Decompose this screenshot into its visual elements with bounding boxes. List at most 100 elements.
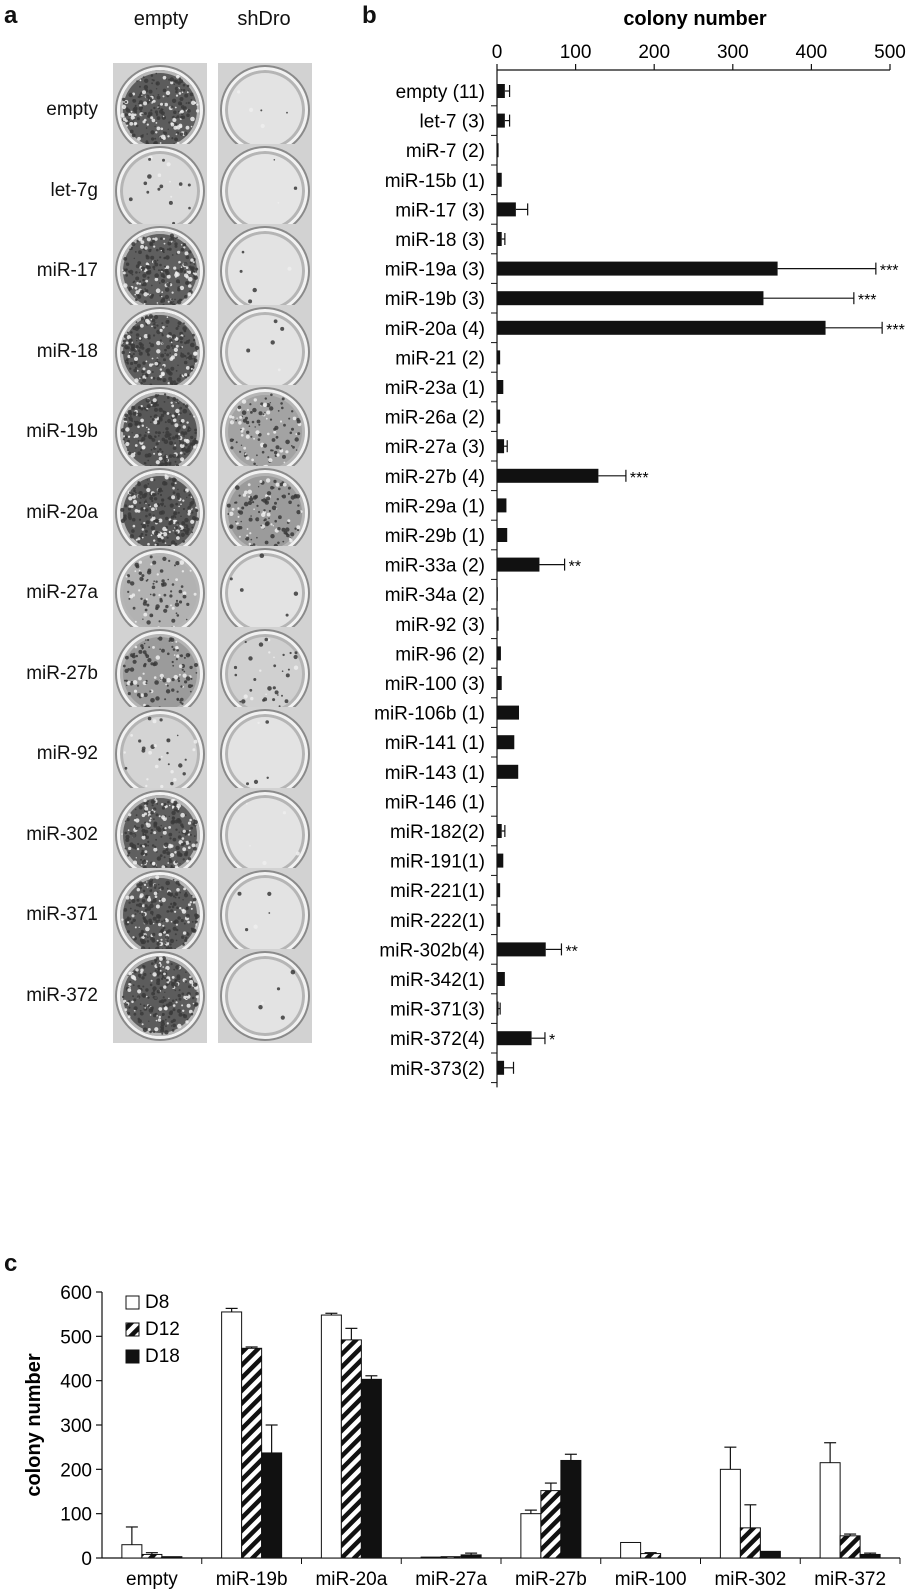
- category-label: miR-21 (2): [395, 348, 485, 369]
- bar-d12: [640, 1553, 662, 1559]
- category-label: miR-7 (2): [406, 141, 485, 162]
- culture-plate-image: [218, 948, 312, 1043]
- category-label: miR-26a (2): [385, 408, 485, 429]
- category-label: miR-372(4): [390, 1029, 485, 1050]
- x-tick-label: 400: [796, 42, 828, 63]
- culture-dish: [117, 147, 203, 234]
- culture-plate-image: [113, 143, 207, 238]
- bar: [497, 468, 599, 483]
- bar: [497, 320, 826, 335]
- bar: [497, 972, 505, 986]
- bar: [497, 528, 508, 542]
- category-label: miR-373(2): [390, 1059, 485, 1080]
- bar: [497, 409, 501, 424]
- culture-plate-image: [113, 707, 207, 801]
- category-label: miR-141 (1): [385, 733, 485, 754]
- category-label: miR-33a (2): [385, 556, 485, 577]
- bar-d18: [859, 1553, 881, 1559]
- category-label: miR-29a (1): [385, 496, 485, 517]
- colony-speckle-layer: [122, 636, 198, 712]
- culture-plate-image: [218, 63, 312, 157]
- bar: [497, 616, 499, 631]
- legend-swatch: [125, 1295, 140, 1310]
- legend-swatch: [125, 1322, 140, 1337]
- x-tick-label: 300: [717, 42, 749, 63]
- colony-speckle-layer: [121, 875, 200, 953]
- category-label: miR-19b (3): [385, 289, 485, 310]
- x-tick-label: empty: [126, 1569, 178, 1589]
- bar-d8: [420, 1556, 442, 1559]
- x-tick-label: miR-20a: [315, 1569, 387, 1589]
- category-label: miR-146 (1): [385, 792, 485, 813]
- colony-speckle-layer: [123, 716, 198, 789]
- category-label: miR-20a (4): [385, 319, 485, 340]
- culture-dish: [222, 872, 308, 958]
- category-label: miR-302b(4): [379, 940, 485, 961]
- colony-speckle-layer: [229, 393, 302, 470]
- y-tick-label: 400: [60, 1372, 92, 1393]
- bar: [497, 202, 516, 217]
- plate-row-label: miR-20a: [26, 501, 98, 523]
- bar-d18: [161, 1556, 183, 1559]
- panel-c-letter: c: [4, 1250, 18, 1277]
- culture-plate-image: [113, 948, 207, 1043]
- bar: [497, 1001, 499, 1016]
- culture-plate-image: [218, 626, 312, 721]
- column-header-empty: empty: [133, 8, 189, 30]
- culture-plate-image: [113, 385, 207, 479]
- significance-marker: ***: [886, 322, 905, 339]
- bar: [497, 676, 502, 690]
- culture-plate-image: [218, 787, 312, 882]
- category-label: miR-221(1): [390, 881, 485, 902]
- x-tick-label: miR-100: [615, 1569, 687, 1589]
- bar: [497, 883, 501, 898]
- bar: [497, 498, 507, 513]
- colony-speckle-layer: [273, 158, 298, 204]
- x-tick-label: miR-372: [814, 1569, 886, 1589]
- panel-a-letter: a: [4, 2, 18, 29]
- bar-d8: [719, 1468, 741, 1559]
- bar-d18: [759, 1550, 781, 1559]
- bar-d18: [261, 1452, 283, 1559]
- culture-dish: [117, 711, 203, 797]
- category-label: miR-191(1): [390, 852, 485, 873]
- colony-speckle-layer: [121, 233, 199, 309]
- bar-d18: [360, 1378, 382, 1559]
- plate-row-label: miR-372: [26, 984, 98, 1006]
- bar: [497, 84, 505, 98]
- x-tick-label: miR-19b: [216, 1569, 288, 1589]
- culture-dish: [222, 952, 308, 1039]
- bar-d8: [819, 1462, 841, 1559]
- significance-marker: ***: [630, 470, 649, 487]
- bar: [497, 942, 546, 957]
- bar: [497, 646, 501, 661]
- colony-speckle-layer: [121, 313, 200, 391]
- colony-number-bar-chart: colony number 0 100 200 300 400 500 empty (11) l…: [374, 8, 906, 1088]
- significance-marker: **: [565, 943, 577, 960]
- colony-speckle-layer: [226, 477, 303, 548]
- culture-dish: [222, 147, 308, 234]
- x-tick-label: miR-302: [714, 1569, 786, 1589]
- panel-b-letter: b: [362, 2, 377, 29]
- culture-plate-image: [218, 224, 312, 318]
- colony-speckle-layer: [120, 393, 199, 471]
- culture-plate-image: [218, 143, 312, 238]
- culture-plate-image: [113, 868, 207, 962]
- bar: [497, 113, 505, 128]
- bar-d12: [141, 1553, 163, 1559]
- y-tick-label: 500: [60, 1327, 92, 1348]
- category-label: miR-143 (1): [385, 763, 485, 784]
- bar-d12: [241, 1347, 263, 1559]
- legend-label: D12: [145, 1319, 180, 1340]
- bar-d8: [520, 1513, 542, 1559]
- category-label: miR-19a (3): [385, 260, 485, 281]
- bar: [497, 261, 778, 276]
- category-label: miR-222(1): [390, 911, 485, 932]
- category-label: miR-15b (1): [385, 171, 485, 192]
- x-tick-label: 200: [638, 42, 670, 63]
- colony-speckle-layer: [125, 555, 197, 632]
- bar-d18: [560, 1459, 582, 1559]
- plate-row-label: miR-27b: [26, 662, 98, 684]
- category-label: miR-100 (3): [385, 674, 485, 695]
